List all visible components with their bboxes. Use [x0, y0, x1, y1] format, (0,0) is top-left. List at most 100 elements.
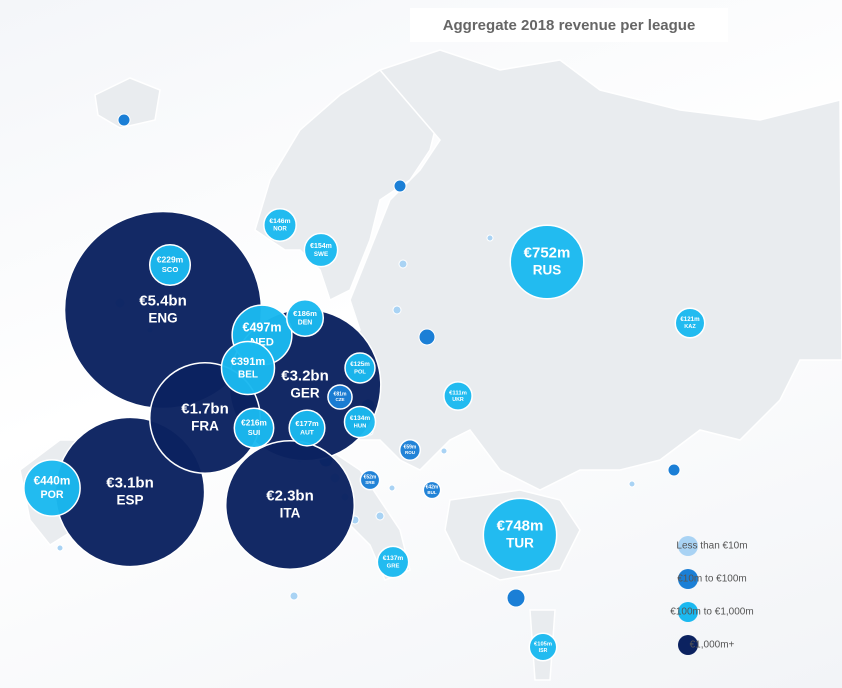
bubble-value: €440m [34, 474, 71, 488]
bubble-value: €1.7bn [181, 401, 229, 418]
revenue-bubble [482, 497, 558, 573]
bubble-value: €125m [350, 361, 370, 368]
league-dot [667, 463, 681, 477]
revenue-bubble [443, 381, 473, 411]
bubble-code: GRE [387, 564, 400, 570]
legend-label: €10m to €100m [677, 574, 747, 585]
league-dot [117, 113, 131, 127]
league-dot [56, 544, 64, 552]
legend-label: Less than €10m [676, 541, 747, 552]
bubble-code: NOR [273, 226, 287, 233]
league-dot [398, 259, 408, 269]
league-dot [289, 591, 299, 601]
revenue-bubble [376, 545, 410, 579]
bubble-code: AUT [300, 429, 315, 436]
revenue-bubble [220, 340, 276, 396]
revenue-bubble [422, 480, 442, 500]
bubble-code: SCO [162, 265, 179, 274]
bubble-value: €748m [497, 518, 544, 535]
bubble-code: SRB [365, 480, 375, 485]
revenue-bubble [528, 632, 558, 662]
bubble-code: SUI [248, 428, 260, 437]
legend: Less than €10m €10m to €100m €100m to €1,0… [670, 536, 754, 655]
bubble-value: €111m [449, 390, 467, 396]
league-dot [486, 234, 494, 242]
revenue-bubble [509, 224, 585, 300]
revenue-bubble [359, 469, 381, 491]
bubble-value: €105m [534, 641, 552, 647]
league-dot [392, 305, 402, 315]
revenue-bubble [233, 407, 275, 449]
revenue-bubble [224, 439, 356, 571]
bubble-value: €177m [295, 419, 319, 428]
league-dot [440, 447, 448, 455]
bubble-code: GER [290, 386, 320, 401]
revenue-bubble [288, 409, 326, 447]
bubble-code: BUL [427, 490, 436, 495]
bubble-code: ISR [539, 648, 548, 654]
bubble-code: HUN [354, 423, 367, 429]
bubble-value: €137m [383, 555, 404, 562]
bubble-code: CZE [335, 397, 344, 402]
bubble-value: €3.2bn [281, 368, 329, 385]
bubble-code: BEL [238, 369, 258, 380]
revenue-bubble [303, 232, 339, 268]
bubble-value: €497m [242, 320, 281, 334]
bubble-value: €752m [524, 245, 571, 262]
revenue-bubble [23, 459, 81, 517]
bubble-code: ENG [148, 311, 177, 326]
revenue-bubble [344, 352, 376, 384]
revenue-bubble [285, 298, 325, 338]
bubble-code: KAZ [684, 324, 696, 330]
bubble-value: €186m [293, 309, 317, 318]
bubble-code: ITA [280, 506, 301, 521]
league-dot [375, 511, 385, 521]
league-dot [628, 480, 636, 488]
revenue-bubble [327, 384, 353, 410]
bubble-value: €59m [404, 445, 417, 451]
bubble-value: €5.4bn [139, 293, 187, 310]
bubble-value: €134m [350, 415, 370, 422]
bubble-code: DEN [298, 319, 313, 326]
bubble-value: €216m [241, 419, 267, 428]
revenue-bubble [674, 307, 706, 339]
title-box [410, 8, 728, 42]
revenue-bubble [148, 243, 192, 287]
revenue-bubble [263, 208, 297, 242]
bubble-value: €3.1bn [106, 475, 154, 492]
league-dot [393, 179, 407, 193]
bubble-code: ROU [405, 450, 415, 455]
legend-swatch [678, 602, 698, 622]
revenue-bubble [398, 438, 422, 462]
bubble-value: €391m [231, 356, 266, 368]
legend-swatch [678, 635, 698, 655]
bubble-value: €121m [680, 316, 700, 323]
bubble-value: €42m [426, 485, 439, 491]
title: Aggregate 2018 revenue per league [443, 17, 696, 34]
legend-swatch [678, 536, 698, 556]
legend-swatch [678, 569, 698, 589]
bubble-code: POR [41, 489, 64, 501]
bubble-value: €81m [334, 392, 347, 398]
bubble-value: €52m [364, 475, 377, 481]
legend-label: €100m to €1,000m [670, 607, 753, 618]
bubble-code: TUR [506, 536, 534, 551]
bubble-code: UKR [452, 397, 464, 403]
bubble-value: €146m [269, 218, 290, 225]
bubble-value: €154m [310, 243, 332, 250]
bubble-code: POL [354, 369, 366, 375]
legend-label: €1,000m+ [690, 640, 735, 651]
bubble-value: €2.3bn [266, 488, 314, 505]
league-dot [506, 588, 526, 608]
league-dot [418, 328, 436, 346]
bubble-value: €229m [157, 255, 184, 265]
revenue-bubble [343, 405, 377, 439]
bubble-code: RUS [533, 263, 562, 278]
bubble-code: FRA [191, 419, 219, 434]
bubble-code: SWE [314, 251, 328, 258]
bubble-code: ESP [116, 493, 143, 508]
league-dot [388, 484, 396, 492]
